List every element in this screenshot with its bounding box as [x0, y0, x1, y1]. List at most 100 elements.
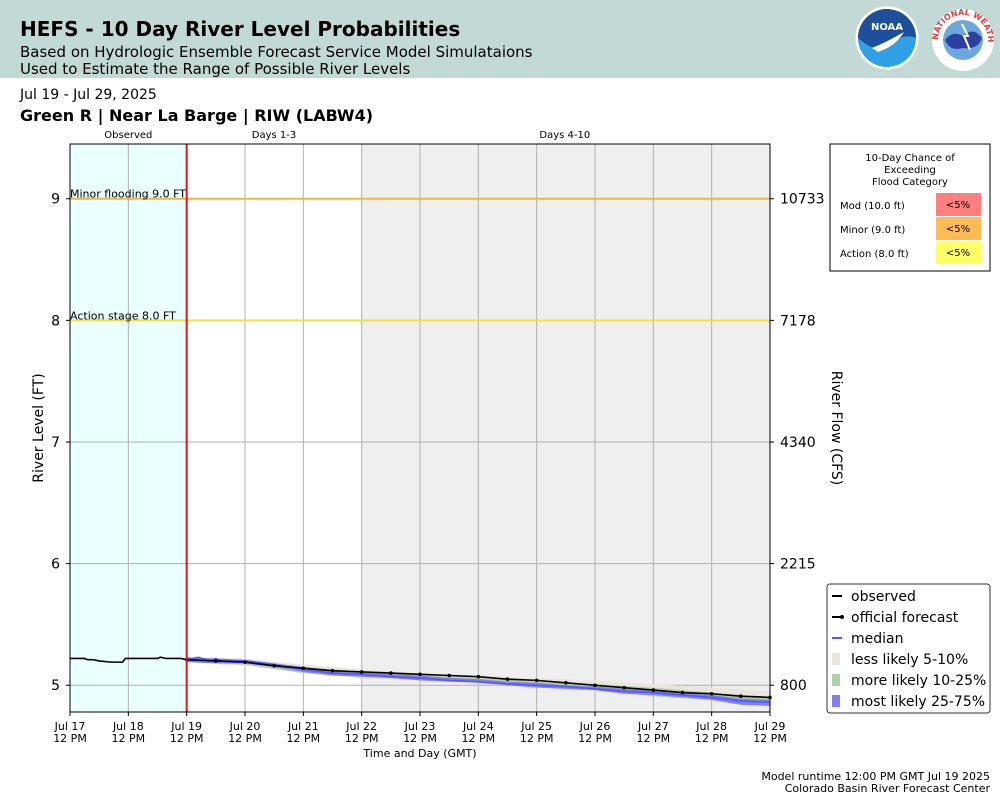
- x-tick-label-time: 12 PM: [228, 732, 262, 745]
- legend-label: official forecast: [851, 610, 959, 626]
- forecast-center: Colorado Basin River Forecast Center: [784, 782, 990, 795]
- legend-label: observed: [851, 589, 916, 605]
- flood-table-title: Exceeding: [884, 165, 936, 176]
- official-forecast-point: [214, 659, 218, 663]
- x-tick-label: Jul 29: [754, 720, 786, 733]
- x-axis-label: Time and Day (GMT): [362, 747, 476, 760]
- flood-table-title: Flood Category: [872, 177, 948, 188]
- y-tick-label: 5: [51, 678, 60, 694]
- y2-tick-label: 10733: [780, 192, 825, 208]
- x-tick-label-time: 12 PM: [287, 732, 321, 745]
- y-tick-label: 6: [51, 557, 60, 573]
- official-forecast-point: [680, 690, 685, 695]
- x-tick-label: Jul 23: [404, 720, 436, 733]
- x-tick-label: Jul 26: [579, 720, 611, 733]
- official-forecast-point: [739, 694, 743, 698]
- x-tick-label-time: 12 PM: [345, 732, 379, 745]
- period-label-observed: Observed: [104, 130, 152, 141]
- threshold-label: Minor flooding 9.0 FT: [70, 188, 186, 201]
- x-tick-label: Jul 20: [229, 720, 261, 733]
- days-4-10-period-bg: [361, 144, 770, 712]
- y2-axis-label: River Flow (CFS): [828, 371, 844, 486]
- river-level-chart: Minor flooding 9.0 FT Action stage 8.0 FT…: [31, 130, 991, 760]
- flood-row-swatch: [936, 241, 981, 264]
- y2-tick-label: 7178: [780, 313, 816, 329]
- model-runtime: Model runtime 12:00 PM GMT Jul 19 2025: [761, 770, 990, 783]
- station-name: Green R | Near La Barge | RIW (LABW4): [20, 106, 374, 125]
- header-banner: HEFS - 10 Day River Level Probabilities …: [0, 0, 1000, 78]
- official-forecast-point: [447, 673, 451, 678]
- official-forecast-point: [709, 691, 714, 696]
- flood-row-value: <5%: [946, 224, 970, 235]
- x-tick-label: Jul 17: [54, 720, 86, 733]
- official-forecast-point: [476, 674, 481, 679]
- y2-tick-label: 2215: [780, 557, 816, 573]
- nws-logo: NATIONAL WEATHER SERVICE: [928, 2, 995, 71]
- x-tick-label: Jul 25: [520, 720, 552, 733]
- official-forecast-point: [534, 678, 539, 683]
- legend-label: less likely 5-10%: [851, 652, 968, 668]
- flood-row-label: Minor (9.0 ft): [840, 225, 905, 236]
- x-tick-label-time: 12 PM: [170, 732, 204, 745]
- flood-table-title: 10-Day Chance of: [865, 153, 955, 164]
- official-forecast-point: [359, 670, 364, 674]
- x-tick-label: Jul 28: [695, 720, 727, 733]
- observed-line: [70, 656, 187, 663]
- y-tick-label: 7: [51, 435, 60, 451]
- threshold-label: Action stage 8.0 FT: [70, 309, 176, 322]
- official-forecast-point: [622, 685, 626, 690]
- x-tick-label-time: 12 PM: [112, 732, 146, 745]
- x-tick-label: Jul 21: [287, 720, 319, 733]
- official-forecast-point: [593, 683, 597, 688]
- x-tick-label-time: 12 PM: [695, 732, 729, 745]
- flood-row-label: Action (8.0 ft): [840, 249, 909, 260]
- x-tick-label: Jul 27: [637, 720, 669, 733]
- official-forecast-point: [505, 677, 510, 681]
- y-tick-label: 8: [51, 313, 60, 329]
- flood-row-value: <5%: [946, 248, 970, 259]
- legend-swatch-patch: [832, 674, 840, 686]
- x-tick-label-time: 12 PM: [403, 732, 437, 745]
- y2-tick-label: 800: [780, 678, 807, 694]
- legend-label: median: [851, 631, 903, 647]
- noaa-logo: NOAA: [854, 5, 920, 71]
- flood-row-swatch: [936, 217, 981, 240]
- legend-swatch-patch: [832, 695, 840, 707]
- official-forecast-point: [418, 672, 422, 677]
- x-tick-label-time: 12 PM: [578, 732, 612, 745]
- official-forecast-point: [330, 668, 335, 673]
- legend-swatch-dot: [840, 615, 844, 619]
- official-forecast-point: [651, 688, 656, 692]
- x-tick-label-time: 12 PM: [520, 732, 554, 745]
- official-forecast-point: [243, 660, 247, 664]
- x-tick-label-time: 12 PM: [53, 732, 87, 745]
- legend-label: most likely 25-75%: [851, 694, 985, 710]
- period-label-days-4-10: Days 4-10: [539, 130, 590, 141]
- flood-row-swatch: [936, 193, 981, 216]
- legend-swatch-patch: [832, 653, 840, 665]
- x-tick-label-time: 12 PM: [462, 732, 496, 745]
- flood-row-value: <5%: [946, 200, 970, 211]
- flood-row-label: Mod (10.0 ft): [840, 201, 905, 212]
- x-tick-label-time: 12 PM: [637, 732, 671, 745]
- x-tick-label-time: 12 PM: [753, 732, 787, 745]
- official-forecast-point: [564, 681, 568, 685]
- legend-box: [826, 583, 991, 714]
- y-axis-label: River Level (FT): [31, 373, 47, 482]
- y-tick-label: 9: [51, 192, 60, 208]
- period-label-days-1-3: Days 1-3: [252, 130, 296, 141]
- x-tick-label: Jul 19: [170, 720, 202, 733]
- subtitle-line-1: Based on Hydrologic Ensemble Forecast Se…: [20, 43, 533, 61]
- x-tick-label: Jul 22: [345, 720, 377, 733]
- page-title: HEFS - 10 Day River Level Probabilities: [20, 17, 461, 41]
- noaa-logo-text: NOAA: [871, 22, 903, 33]
- x-tick-label: Jul 24: [462, 720, 494, 733]
- x-tick-label: Jul 18: [112, 720, 144, 733]
- official-forecast-point: [272, 663, 276, 668]
- legend-label: more likely 10-25%: [851, 673, 986, 689]
- official-forecast-point: [389, 671, 393, 675]
- subtitle-line-2: Used to Estimate the Range of Possible R…: [20, 60, 411, 78]
- official-forecast-point: [301, 666, 306, 671]
- date-range: Jul 19 - Jul 29, 2025: [20, 87, 157, 103]
- y2-tick-label: 4340: [780, 435, 816, 451]
